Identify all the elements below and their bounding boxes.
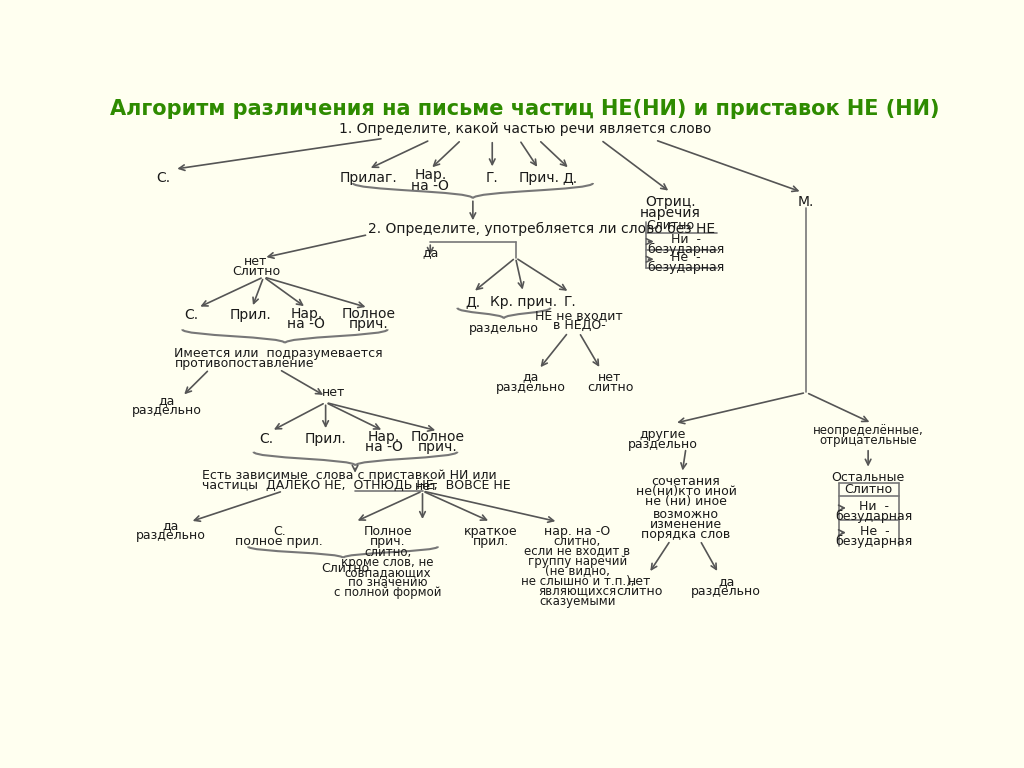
Text: раздельно: раздельно [628,439,697,452]
Text: на -О: на -О [365,440,402,454]
Text: не (ни) иное: не (ни) иное [645,495,727,508]
Text: да: да [159,394,175,407]
Text: не(ни)кто иной: не(ни)кто иной [636,485,736,498]
Text: сочетания: сочетания [651,475,720,488]
Text: краткое: краткое [464,525,517,538]
Text: слитно: слитно [616,584,663,598]
Text: Кр. прич.: Кр. прич. [489,295,557,309]
Text: Слитно: Слитно [844,483,892,496]
Text: Ни  -: Ни - [859,500,889,513]
Text: в НЕДО-: в НЕДО- [553,319,605,332]
Text: на -О: на -О [288,317,326,331]
Text: Есть зависимые  слова с приставкой НИ или: Есть зависимые слова с приставкой НИ или [202,469,497,482]
Text: Остальные: Остальные [831,471,905,484]
Text: Слитно: Слитно [321,561,369,574]
Text: раздельно: раздельно [496,381,566,393]
Text: прил.: прил. [472,535,509,548]
Text: неопределённые,: неопределённые, [813,425,924,438]
Text: Не  -: Не - [671,251,700,264]
Text: группу наречий: группу наречий [528,554,627,568]
Text: Слитно: Слитно [231,265,280,278]
Text: Ни  -: Ни - [671,233,701,246]
Text: порядка слов: порядка слов [641,528,731,541]
Text: С.: С. [156,171,170,185]
Text: Не  -: Не - [859,525,889,538]
Text: раздельно: раздельно [136,529,206,542]
Text: отрицательные: отрицательные [819,435,916,448]
Text: да: да [718,574,734,588]
Text: Г.: Г. [563,295,577,309]
Text: С.: С. [259,432,273,445]
Text: нет: нет [415,480,438,493]
Text: Нар.: Нар. [414,168,446,182]
Text: Д.: Д. [465,295,480,309]
Text: нет: нет [598,371,622,383]
Text: 1. Определите, какой частью речи является слово: 1. Определите, какой частью речи являетс… [339,122,711,136]
Text: Прилаг.: Прилаг. [339,171,397,185]
Text: изменение: изменение [650,518,722,531]
Text: по значению: по значению [348,576,427,589]
Text: раздельно: раздельно [691,584,761,598]
Text: М.: М. [798,195,814,209]
Text: нет: нет [628,574,651,588]
Text: Слитно: Слитно [646,219,694,232]
Text: Нар.: Нар. [290,307,323,321]
Text: противопоставление: противопоставление [174,357,314,370]
Text: нет: нет [322,386,345,399]
Text: безударная: безударная [647,243,725,256]
Text: частицы  ДАЛЕКО НЕ,  ОТНЮДЬ НЕ,  ВОВСЕ НЕ: частицы ДАЛЕКО НЕ, ОТНЮДЬ НЕ, ВОВСЕ НЕ [202,479,510,492]
Text: безударная: безударная [836,510,913,523]
Text: нет: нет [244,255,267,268]
Text: прич.: прич. [348,317,388,331]
Text: возможно: возможно [653,508,719,521]
Text: сказуемыми: сказуемыми [540,594,615,607]
Text: безударная: безударная [836,535,913,548]
Text: прич.: прич. [418,440,458,454]
Text: совпадающих: совпадающих [344,566,431,579]
Text: наречия: наречия [640,206,701,220]
Text: на -О: на -О [412,179,450,193]
Text: С.: С. [272,525,286,538]
Text: безударная: безударная [647,261,725,274]
Text: Г.: Г. [485,171,499,185]
Text: Д.: Д. [562,171,578,185]
Text: 2. Определите, употребляется ли слово без НЕ: 2. Определите, употребляется ли слово бе… [369,222,716,237]
Text: прич.: прич. [370,535,406,548]
Text: Полное: Полное [364,525,412,538]
Text: С.: С. [184,309,199,323]
Text: слитно,: слитно, [364,546,412,559]
Text: Полное: Полное [341,307,395,321]
Text: другие: другие [640,429,686,442]
Text: да: да [422,246,438,259]
Text: Прил.: Прил. [229,309,271,323]
Text: НЕ не входит: НЕ не входит [536,309,623,322]
Text: Прич.: Прич. [518,171,559,185]
Text: нар. на -О: нар. на -О [545,525,610,538]
Text: Отриц.: Отриц. [645,195,696,209]
Text: не слышно и т.п.),: не слышно и т.п.), [521,574,634,588]
Text: да: да [523,371,540,383]
Text: слитно: слитно [587,381,633,393]
Text: Полное: Полное [411,430,465,444]
Text: являющихся: являющихся [539,584,616,598]
Text: с полной формой: с полной формой [334,586,441,599]
Text: Алгоритм различения на письме частиц НЕ(НИ) и приставок НЕ (НИ): Алгоритм различения на письме частиц НЕ(… [110,99,940,119]
Text: раздельно: раздельно [132,404,202,417]
Text: да: да [163,519,179,532]
Text: (не видно,: (не видно, [545,564,610,578]
Text: если не входит в: если не входит в [524,545,631,558]
Text: Прил.: Прил. [305,432,346,445]
Text: полное прил.: полное прил. [236,535,323,548]
Text: раздельно: раздельно [469,322,539,335]
Text: Имеется или  подразумевается: Имеется или подразумевается [174,347,383,360]
Text: кроме слов, не: кроме слов, не [341,556,434,569]
Text: слитно,: слитно, [554,535,601,548]
Text: Нар.: Нар. [368,430,400,444]
